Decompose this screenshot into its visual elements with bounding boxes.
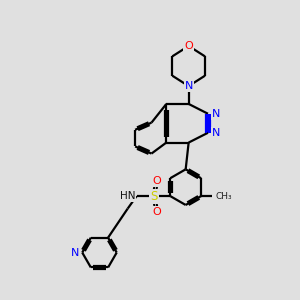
Text: N: N — [184, 81, 193, 91]
Text: O: O — [152, 176, 161, 186]
Text: O: O — [152, 206, 161, 217]
Text: N: N — [71, 248, 79, 257]
Text: S: S — [150, 190, 158, 202]
Text: HN: HN — [120, 191, 135, 201]
Text: N: N — [212, 109, 220, 119]
Text: O: O — [184, 41, 193, 51]
Text: CH₃: CH₃ — [216, 192, 232, 201]
Text: N: N — [212, 128, 220, 138]
